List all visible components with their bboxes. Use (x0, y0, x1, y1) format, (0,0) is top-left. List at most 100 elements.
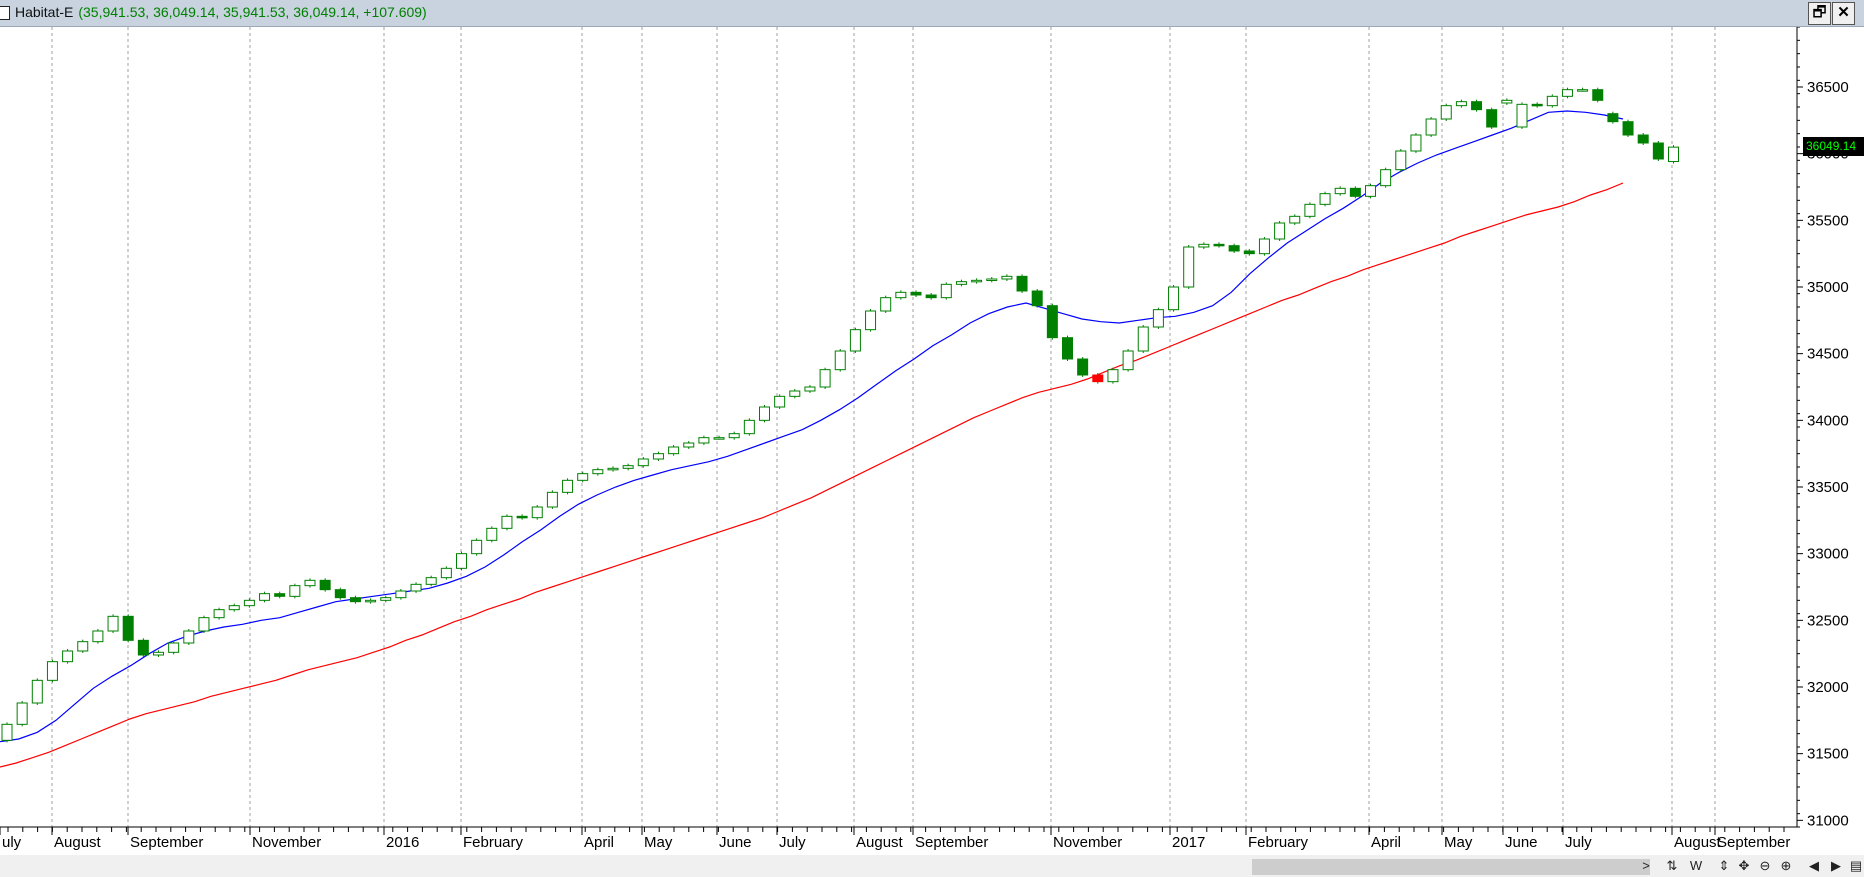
candle-body (1243, 250, 1255, 255)
candle-body (304, 579, 316, 587)
candle-body (1652, 142, 1664, 160)
candle-body (107, 615, 119, 632)
candle-body (122, 615, 134, 641)
candle-body (1031, 290, 1043, 307)
candle-body (1561, 89, 1573, 97)
candle-body (637, 458, 649, 467)
candle-body (986, 278, 998, 281)
candle-body (1455, 101, 1467, 107)
candle-body (31, 679, 43, 704)
x-tick-label: 2016 (386, 834, 419, 851)
candle-body (456, 553, 467, 569)
vertical-resize-icon[interactable]: ⇕ (1718, 858, 1730, 873)
candle-body (1516, 103, 1528, 128)
candle-body (153, 651, 164, 656)
grid-lines (51, 27, 1716, 827)
candle-body (1168, 286, 1180, 311)
scroll-right-icon[interactable]: > (1642, 858, 1650, 873)
candle-body (62, 650, 74, 663)
x-tick-label: September (1717, 834, 1790, 851)
y-tick-label: 34500 (1807, 346, 1849, 363)
candle-body (259, 593, 271, 601)
restore-window-button[interactable]: 🗗 (1808, 2, 1831, 25)
x-tick-label: November (252, 834, 321, 851)
candle-body (880, 297, 892, 312)
candle-body (759, 406, 770, 421)
x-tick-label: August (856, 834, 904, 851)
window-title: Habitat-E (35,941.53, 36,049.14, 35,941.5… (15, 4, 427, 20)
candle-body (410, 583, 422, 592)
candle-body (1365, 185, 1376, 197)
candle-body (1637, 134, 1649, 144)
x-tick-label: June (719, 834, 752, 851)
candle-body (501, 515, 513, 529)
scrollbar-thumb[interactable] (1252, 859, 1650, 875)
candle-body (955, 281, 967, 285)
candle-body (1137, 326, 1149, 352)
candle-body (1274, 222, 1286, 240)
candle-body (1425, 118, 1437, 136)
weekly-icon[interactable]: W (1689, 858, 1703, 873)
status-bar: > ⇅ W ⇕ ✥ ⊖ ⊕ ◀ ▶ ▤ (0, 855, 1864, 877)
blue-moving-average-line (0, 110, 1624, 743)
window-titlebar: Habitat-E (35,941.53, 36,049.14, 35,941.5… (0, 0, 1864, 27)
candle-body (925, 294, 937, 299)
y-tick-label: 36500 (1807, 79, 1849, 96)
y-tick-label: 34000 (1807, 412, 1849, 429)
candle-body (819, 369, 831, 388)
candle-body (1486, 109, 1498, 128)
candle-body (334, 589, 346, 599)
candle-body (349, 597, 361, 603)
candle-body (486, 527, 498, 541)
candle-body (243, 599, 255, 607)
price-chart[interactable]: uly August September November 2016 February Ap… (0, 27, 1864, 855)
candle-body (713, 437, 725, 440)
zoom-in-icon[interactable]: ⊕ (1780, 858, 1792, 873)
x-tick-label: September (915, 834, 988, 851)
candle-body (425, 577, 437, 585)
x-tick-label: February (463, 834, 524, 851)
candle-body (274, 593, 286, 597)
candle-body (849, 329, 861, 352)
move-icon[interactable]: ✥ (1738, 858, 1750, 873)
x-tick-label: February (1248, 834, 1309, 851)
symbol-name: Habitat-E (15, 4, 74, 20)
nav-right-icon[interactable]: ▶ (1831, 858, 1841, 873)
candle-body (1592, 89, 1604, 101)
candle-body (1304, 203, 1316, 217)
candle-body (46, 661, 58, 681)
candle-body (395, 590, 407, 599)
ohlc-readout: (35,941.53, 36,049.14, 35,941.53, 36,049… (78, 4, 427, 20)
candles (1, 87, 1679, 743)
candle-body (683, 442, 695, 448)
candle-body (743, 419, 755, 435)
candle-body (971, 279, 983, 283)
candle-body (471, 539, 483, 555)
nav-left-icon[interactable]: ◀ (1809, 858, 1819, 873)
candle-body (652, 453, 664, 460)
candle-body (1395, 150, 1407, 171)
candle-body (622, 465, 634, 469)
candle-body (92, 630, 104, 643)
candle-body (1228, 245, 1240, 252)
candle-body (1319, 193, 1331, 205)
candle-body (1107, 369, 1119, 383)
candle-body (1152, 309, 1164, 328)
zoom-out-icon[interactable]: ⊖ (1759, 858, 1771, 873)
document-icon (0, 6, 10, 20)
y-tick-label: 35000 (1807, 279, 1849, 296)
candle-body (1016, 275, 1028, 292)
candle-body (1046, 305, 1058, 339)
candle-body (1501, 99, 1513, 104)
close-window-button[interactable]: ✕ (1832, 2, 1855, 25)
moving-averages (0, 110, 1624, 768)
x-tick-label: May (644, 834, 673, 851)
x-tick-label: 2017 (1172, 834, 1205, 851)
sync-icon[interactable]: ⇅ (1666, 858, 1678, 873)
layout-icon[interactable]: ▤ (1849, 858, 1863, 873)
candle-body (16, 702, 28, 725)
candle-body (1668, 146, 1679, 163)
y-tick-label: 33000 (1807, 546, 1849, 563)
axes: uly August September November 2016 February Ap… (0, 27, 1849, 851)
candle-body (1410, 134, 1422, 152)
